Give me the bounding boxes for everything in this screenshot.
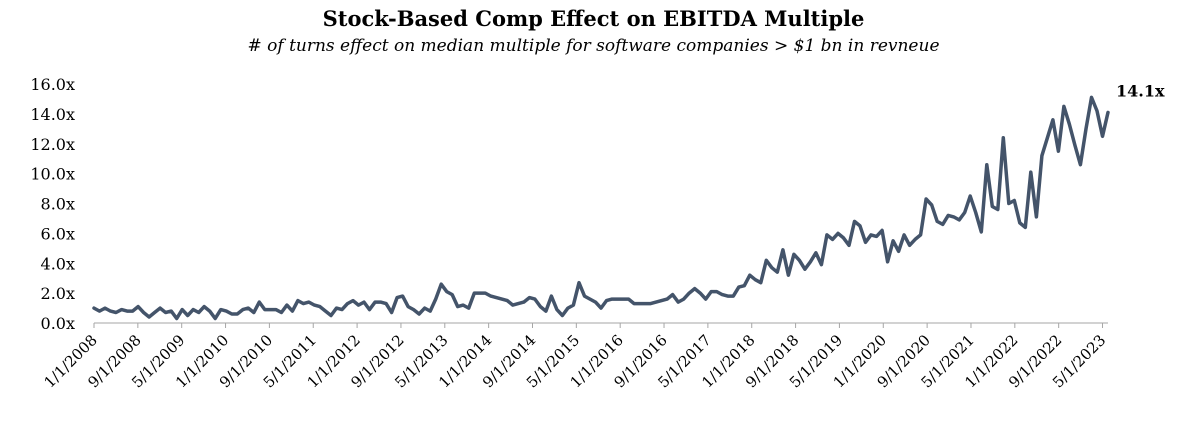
- chart-title: Stock-Based Comp Effect on EBITDA Multip…: [322, 6, 865, 31]
- end-value-label: 14.1x: [1116, 81, 1165, 100]
- y-tick-label: 6.0x: [41, 224, 75, 243]
- series-line: [92, 95, 1110, 321]
- series-group: 14.1x: [92, 81, 1165, 321]
- y-axis: 0.0x 2.0x 4.0x 6.0x 8.0x 10.0x 12.0x 14.0x 16.0x: [30, 75, 75, 333]
- y-tick-label: 10.0x: [30, 165, 75, 184]
- y-tick-label: 14.0x: [30, 105, 75, 124]
- chart-subtitle: # of turns effect on median multiple for…: [247, 36, 940, 56]
- x-axis: 1/1/20089/1/20085/1/20091/1/20109/1/2010…: [40, 322, 1109, 391]
- y-tick-label: 4.0x: [41, 254, 75, 273]
- y-tick-label: 0.0x: [41, 314, 75, 333]
- y-tick-label: 2.0x: [41, 284, 75, 303]
- y-tick-label: 12.0x: [30, 135, 75, 154]
- y-tick-label: 8.0x: [41, 195, 75, 214]
- y-tick-label: 16.0x: [30, 75, 75, 94]
